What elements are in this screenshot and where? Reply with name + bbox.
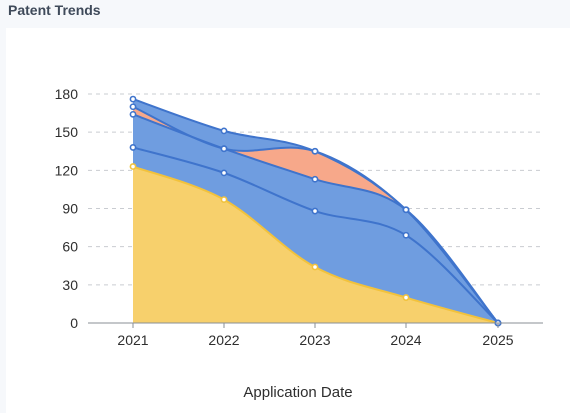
y-tick-label-6: 180 [55, 86, 79, 102]
series-1-point-0 [130, 145, 135, 150]
y-tick-label-2: 60 [62, 239, 78, 255]
y-tick-label-0: 0 [70, 315, 78, 331]
series-1-point-3 [403, 233, 408, 238]
series-0-point-0 [130, 164, 135, 169]
x-tick-label-0: 2021 [117, 332, 148, 348]
series-3-point-0 [130, 104, 135, 109]
x-axis-label: Application Date [243, 384, 352, 401]
series-4-point-1 [221, 128, 226, 133]
series-4-point-3 [403, 207, 408, 212]
series-1-point-2 [312, 208, 317, 213]
x-tick-label-2: 2023 [299, 332, 330, 348]
series-3-point-1 [221, 146, 226, 151]
y-tick-label-1: 30 [62, 277, 78, 293]
x-tick-label-4: 2025 [482, 332, 513, 348]
series-4-point-2 [312, 149, 317, 154]
series-0-point-3 [403, 295, 408, 300]
series-4-point-0 [130, 96, 135, 101]
series-1-point-1 [221, 170, 226, 175]
x-tick-label-1: 2022 [208, 332, 239, 348]
y-tick-label-3: 90 [62, 201, 78, 217]
series-2-point-2 [312, 177, 317, 182]
series-0-point-2 [312, 264, 317, 269]
y-tick-label-4: 120 [55, 162, 79, 178]
series-0-point-1 [221, 197, 226, 202]
series-2-point-0 [130, 112, 135, 117]
y-tick-label-5: 150 [55, 124, 79, 140]
x-tick-label-3: 2024 [390, 332, 421, 348]
